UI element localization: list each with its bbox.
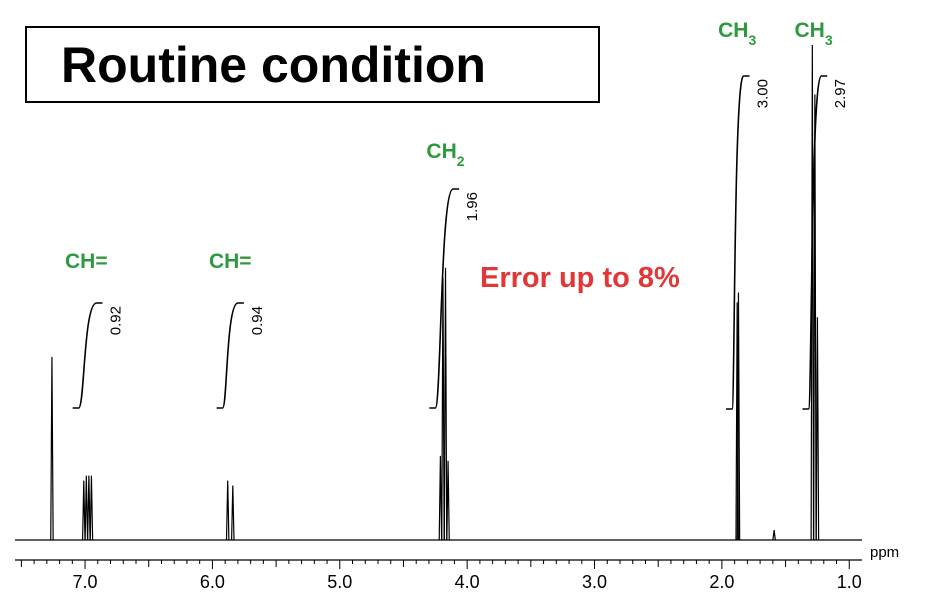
integral-curve xyxy=(726,75,750,410)
integral-value: 0.94 xyxy=(249,306,266,335)
group-label: CH= xyxy=(65,250,108,273)
integral-curve xyxy=(429,188,460,409)
chart-title: Routine condition xyxy=(61,37,486,93)
spectrum-peak xyxy=(89,475,94,541)
integral-curve xyxy=(802,75,828,410)
x-tick-label: 1.0 xyxy=(837,572,862,592)
spectrum-peak xyxy=(443,267,448,541)
spectrum-peak xyxy=(50,356,54,541)
integral-value: 0.92 xyxy=(108,306,125,335)
spectrum-peak xyxy=(441,277,445,541)
title-box: Routine condition xyxy=(25,26,600,103)
x-tick-label: 4.0 xyxy=(455,572,480,592)
spectrum-peak xyxy=(736,292,741,541)
x-tick-label: 5.0 xyxy=(327,572,352,592)
spectrum-peak xyxy=(815,317,820,541)
spectrum-trace-layer xyxy=(15,44,862,541)
integral-value: 3.00 xyxy=(755,79,772,108)
group-label: CH= xyxy=(209,250,252,273)
spectrum-peak xyxy=(225,480,230,541)
x-tick-label: 6.0 xyxy=(200,572,225,592)
error-annotation: Error up to 8% xyxy=(480,262,680,294)
spectrum-peak xyxy=(446,460,450,541)
group-label: CH3 xyxy=(795,19,833,48)
x-axis: 7.0 6.0 5.0 4.0 3.0 2.0 1.0 ppm xyxy=(15,544,899,592)
integral-layer: 0.92 0.94 1.96 3.00 2.97 xyxy=(72,75,849,410)
spectrum-peak xyxy=(813,94,817,541)
integral-curve xyxy=(72,302,103,409)
x-axis-label: ppm xyxy=(870,544,899,561)
group-label: CH2 xyxy=(426,140,464,169)
spectrum-peak xyxy=(231,485,235,541)
spectrum-peak xyxy=(810,44,815,541)
integral-value: 2.97 xyxy=(832,79,849,108)
integral-value: 1.96 xyxy=(464,192,481,221)
spectrum-peak xyxy=(438,455,443,541)
x-tick-label: 7.0 xyxy=(73,572,98,592)
spectrum-peak xyxy=(87,475,91,541)
integral-curve xyxy=(216,302,244,409)
x-tick-label: 3.0 xyxy=(582,572,607,592)
x-tick-label: 2.0 xyxy=(709,572,734,592)
spectrum-peak xyxy=(84,475,89,541)
group-label: CH3 xyxy=(718,19,756,48)
spectrum-peak xyxy=(81,480,86,541)
spectrum-peak xyxy=(772,530,776,541)
